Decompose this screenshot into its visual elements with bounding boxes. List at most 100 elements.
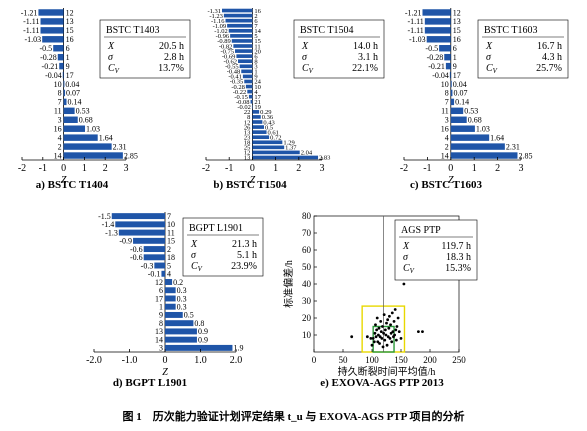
x-tick-label: 0	[448, 163, 453, 174]
bar	[227, 23, 253, 28]
lab-code-label: 13	[244, 155, 251, 162]
bar	[450, 134, 490, 141]
panel-d: -1.5 7-1.4 10-1.3 11-0.9 15-0.6 2-0.6 18-0.3 5-…	[86, 212, 264, 389]
bar-value-label: -0.62	[223, 58, 237, 65]
bar-value-label: 0.68	[468, 116, 482, 125]
legend-box: BSTC T1603 X 16.7 h σ 4.3 h CV 25.7%	[477, 19, 569, 79]
panel-caption: d) BGPT L1901	[113, 377, 187, 389]
lab-code-label: 8	[159, 319, 163, 328]
panel-caption: a) BSTC T1404	[36, 179, 109, 191]
scatter-point	[383, 328, 387, 332]
lab-code-label: 1	[453, 53, 457, 62]
bar-value-label: -0.04	[45, 71, 62, 80]
bar	[247, 89, 253, 94]
bar	[133, 237, 165, 244]
bar-value-label: 0.72	[270, 134, 281, 141]
bar	[252, 120, 263, 124]
scatter-point	[379, 320, 383, 323]
y-tick-label: 70	[302, 228, 312, 238]
scatter-point	[402, 282, 406, 286]
bar	[165, 295, 176, 302]
bar-value-label: -1.03	[25, 35, 42, 44]
bar	[165, 336, 197, 343]
lab-code-label: 6	[453, 44, 457, 53]
legend-symbol: CV	[403, 263, 415, 275]
x-tick-label: 2.0	[230, 355, 243, 366]
lab-code-label: 21	[254, 99, 261, 106]
panel-caption: b) BSTC T1504	[213, 179, 287, 191]
x-tick-label: 1	[472, 163, 477, 174]
bar-value-label: 0.68	[79, 116, 93, 125]
lab-code-label: 16	[54, 125, 62, 134]
bar-value-label: -0.28	[40, 53, 57, 62]
legend-value: 15.3%	[445, 263, 471, 274]
scatter-point	[380, 337, 384, 340]
y-tick-label: 50	[302, 262, 312, 272]
lab-code-label: 12	[453, 8, 461, 17]
bar	[450, 89, 453, 97]
bar	[242, 74, 253, 79]
legend-value: 16.7 h	[537, 41, 562, 52]
lab-code-label: 11	[167, 228, 175, 237]
legend-symbol: X	[301, 41, 309, 52]
bar-value-label: 0.5	[184, 311, 194, 320]
scatter-point	[371, 337, 375, 340]
bar-value-label: 0.8	[194, 319, 204, 328]
lab-code-label: 9	[159, 311, 163, 320]
lab-code-label: 6	[159, 286, 163, 295]
lab-code-label: 6	[254, 18, 258, 25]
bar-value-label: -0.35	[230, 79, 244, 86]
bar	[165, 287, 176, 294]
lab-code-label: 8	[254, 58, 257, 65]
x-tick-label: 200	[423, 355, 437, 365]
lab-code-label: 15	[453, 26, 461, 35]
legend-value: 22.1%	[352, 63, 378, 74]
scatter-point	[378, 335, 382, 339]
scatter-point	[381, 325, 384, 328]
legend-title: BSTC T1504	[300, 25, 353, 36]
bar	[62, 71, 64, 79]
bar-value-label: 0.3	[177, 286, 187, 295]
scatter-point	[384, 333, 388, 337]
scatter-point	[375, 316, 379, 320]
legend-symbol: σ	[403, 252, 409, 263]
bar	[422, 9, 451, 16]
bar	[450, 80, 452, 88]
bar	[165, 311, 183, 318]
lab-code-label: 7	[254, 23, 258, 30]
x-tick-label: 150	[394, 355, 408, 365]
lab-code-label: 1	[159, 303, 163, 312]
bar	[165, 344, 233, 351]
legend-symbol: X	[107, 41, 115, 52]
lab-code-label: 16	[66, 35, 74, 44]
bar	[245, 84, 253, 89]
bar	[42, 36, 64, 43]
y-axis-label: 标准偏差/h	[282, 260, 295, 308]
lab-code-label: 4	[58, 133, 62, 142]
bar	[111, 213, 165, 220]
x-tick-label: -1.0	[122, 355, 138, 366]
legend-symbol: X	[485, 41, 493, 52]
bar-value-label: 0.43	[263, 119, 274, 126]
lab-code-label: 13	[453, 17, 461, 26]
lab-code-label: 18	[244, 140, 251, 147]
bar-value-label: -1.02	[214, 28, 228, 35]
bar-value-label: 0.07	[66, 89, 80, 98]
bar	[250, 99, 253, 104]
lab-code-label: 26	[244, 124, 251, 131]
lab-code-label: 2	[58, 142, 62, 151]
legend-title: AGS PTP	[401, 225, 441, 236]
scatter-point	[376, 333, 380, 337]
lab-code-label: 15	[167, 237, 175, 246]
lab-code-label: 1	[254, 69, 257, 76]
bar-value-label: -1.4	[102, 220, 115, 229]
bar-value-label: 0.29	[260, 109, 271, 116]
legend-box: BSTC T1504 X 14.0 h σ 3.1 h CV 22.1%	[293, 19, 385, 79]
lab-code-label: 7	[58, 98, 62, 107]
x-tick-label: 3	[519, 163, 524, 174]
bar-value-label: -0.15	[234, 94, 248, 101]
lab-code-label: 7	[445, 98, 449, 107]
scatter-point	[389, 331, 393, 335]
bar-value-label: 0.53	[464, 107, 478, 116]
lab-code-label: 10	[54, 80, 62, 89]
